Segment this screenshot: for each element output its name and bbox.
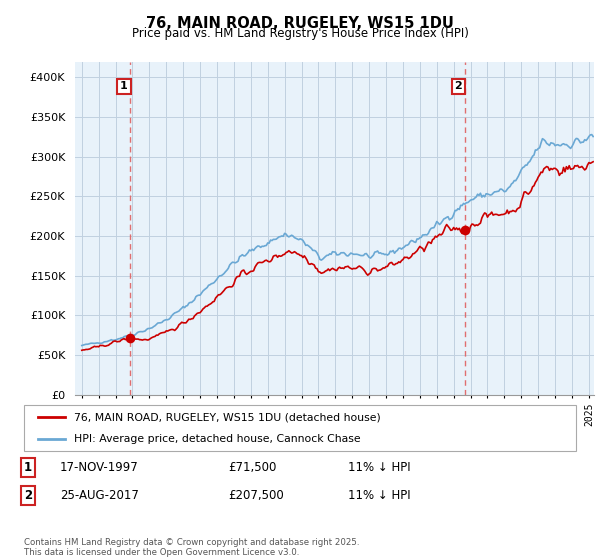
Text: Contains HM Land Registry data © Crown copyright and database right 2025.
This d: Contains HM Land Registry data © Crown c… bbox=[24, 538, 359, 557]
Text: 1: 1 bbox=[120, 81, 128, 91]
Text: 76, MAIN ROAD, RUGELEY, WS15 1DU: 76, MAIN ROAD, RUGELEY, WS15 1DU bbox=[146, 16, 454, 31]
Text: 76, MAIN ROAD, RUGELEY, WS15 1DU (detached house): 76, MAIN ROAD, RUGELEY, WS15 1DU (detach… bbox=[74, 412, 380, 422]
Text: 11% ↓ HPI: 11% ↓ HPI bbox=[348, 489, 410, 502]
Text: £71,500: £71,500 bbox=[228, 461, 277, 474]
Text: 25-AUG-2017: 25-AUG-2017 bbox=[60, 489, 139, 502]
Text: 1: 1 bbox=[24, 461, 32, 474]
Text: 2: 2 bbox=[454, 81, 462, 91]
Text: 11% ↓ HPI: 11% ↓ HPI bbox=[348, 461, 410, 474]
Text: 17-NOV-1997: 17-NOV-1997 bbox=[60, 461, 139, 474]
Text: £207,500: £207,500 bbox=[228, 489, 284, 502]
Text: Price paid vs. HM Land Registry's House Price Index (HPI): Price paid vs. HM Land Registry's House … bbox=[131, 27, 469, 40]
Text: 2: 2 bbox=[24, 489, 32, 502]
Text: HPI: Average price, detached house, Cannock Chase: HPI: Average price, detached house, Cann… bbox=[74, 435, 361, 444]
FancyBboxPatch shape bbox=[24, 405, 576, 451]
